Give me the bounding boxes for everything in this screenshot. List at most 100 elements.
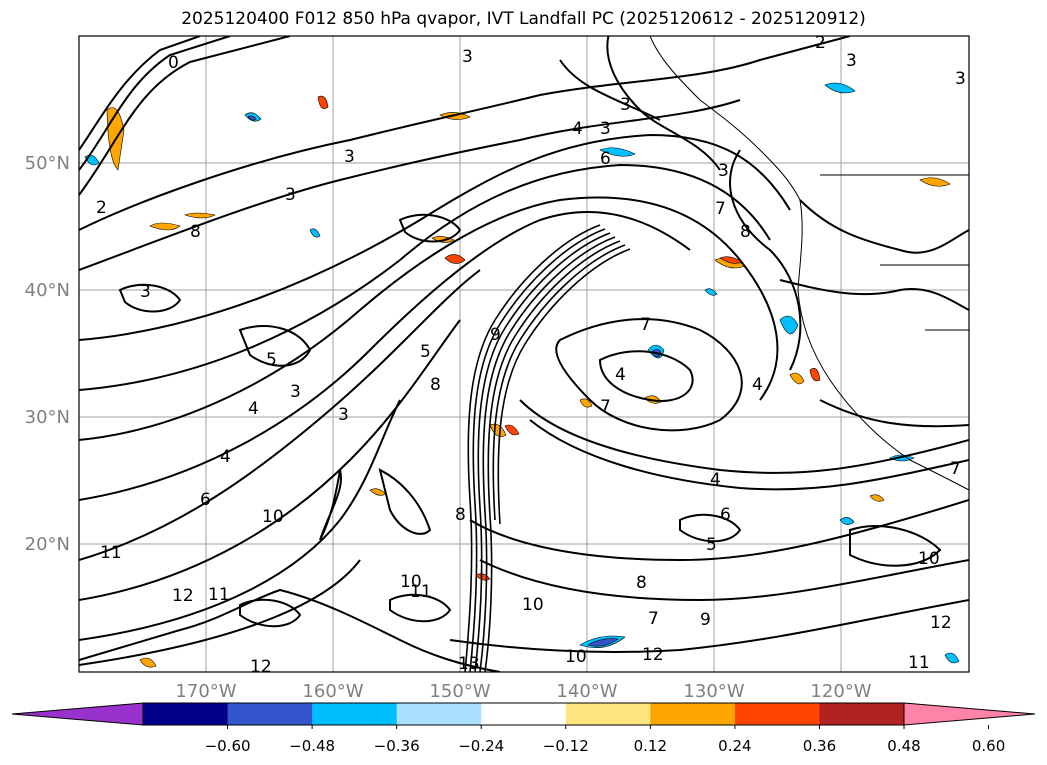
contour-line	[729, 149, 802, 371]
contour-label: 8	[636, 573, 647, 593]
contour-label: 3	[846, 51, 857, 71]
contour-line	[849, 525, 942, 567]
contour-label: 12	[250, 657, 272, 677]
contour-label: 3	[140, 282, 151, 302]
colorbar-segment	[650, 703, 736, 725]
contour-line	[389, 593, 452, 623]
negative-anomaly-patch	[779, 315, 799, 335]
moisture-gradient-band	[464, 224, 631, 672]
contour-line	[79, 588, 501, 672]
latitude-labels: 50°N 40°N 30°N 20°N	[25, 153, 70, 555]
contour-line	[479, 236, 616, 672]
contour-line	[79, 269, 481, 561]
contour-label: 4	[220, 447, 231, 467]
colorbar-tick-label: 0.12	[634, 737, 667, 755]
contour-line	[469, 228, 606, 672]
contour-line	[464, 224, 601, 672]
contour-label: 7	[950, 459, 961, 479]
contour-label: 7	[600, 397, 611, 417]
contour-label: 8	[430, 375, 441, 395]
positive-anomaly-patch	[869, 494, 885, 502]
contour-label: 7	[715, 199, 726, 219]
colorbar-segment	[143, 703, 229, 725]
colorbar-extend-low	[11, 702, 144, 726]
contour-line	[79, 36, 231, 171]
contour-line	[79, 211, 691, 501]
colorbar-segment	[481, 703, 567, 725]
contour-label: 6	[720, 505, 731, 525]
positive-anomaly-patch	[504, 424, 520, 436]
contour-label: 11	[410, 582, 432, 602]
colorbar-tick-label: 0.24	[718, 737, 751, 755]
contour-label: 5	[706, 535, 717, 555]
negative-anomaly-patch	[309, 228, 321, 238]
contour-line	[118, 283, 182, 313]
coastline	[649, 36, 969, 491]
contour-labels: 3 3 2 3 0 2 3 3 4 3 6 3 7 3 8 8 3 5 3 5 …	[96, 33, 966, 677]
contour-label: 3	[620, 95, 631, 115]
contour-line	[799, 199, 969, 254]
contour-label: 3	[462, 47, 473, 67]
colorbar-segment	[734, 703, 820, 725]
positive-anomaly-patch	[789, 372, 805, 385]
contour-line	[449, 599, 969, 653]
lon-label-150w: 150°W	[429, 681, 490, 702]
contour-label: 5	[266, 350, 277, 370]
contour-line	[79, 559, 361, 666]
contour-line	[529, 419, 969, 491]
negative-anomaly-patch	[587, 638, 619, 647]
colorbar-tick-label: −0.24	[458, 737, 504, 755]
contour-line	[819, 399, 969, 428]
colorbar-segment	[396, 703, 482, 725]
colorbar-frame	[142, 702, 905, 726]
contour-label: 2	[96, 198, 107, 218]
contour-label: 11	[208, 585, 230, 605]
contour-label: 4	[710, 470, 721, 490]
lon-label-140w: 140°W	[556, 681, 617, 702]
positive-anomaly-patch	[919, 177, 951, 187]
lat-label-50n: 50°N	[25, 153, 70, 174]
colorbar-segment	[565, 703, 651, 725]
contour-line	[79, 36, 291, 196]
lat-label-20n: 20°N	[25, 534, 70, 555]
negative-anomaly-patch	[599, 147, 636, 157]
contour-line	[79, 36, 851, 231]
contour-line	[79, 196, 779, 441]
negative-anomaly-patch	[944, 652, 960, 664]
contour-line	[559, 59, 661, 121]
contour-label: 7	[640, 315, 651, 335]
contour-label: 4	[752, 375, 763, 395]
colorbar: −0.60 −0.48 −0.36 −0.24 −0.12 0.12 0.24 0.36 0.4…	[11, 702, 1036, 755]
contour-label: 12	[930, 613, 952, 633]
colorbar-tick-label: 0.36	[803, 737, 836, 755]
colorbar-segment	[819, 703, 905, 725]
contour-line	[239, 598, 302, 628]
contour-label: 8	[190, 222, 201, 242]
map-background	[79, 36, 969, 672]
contour-label: 3	[344, 147, 355, 167]
contour-label: 5	[420, 342, 431, 362]
contour-label: 10	[565, 647, 587, 667]
contour-line	[779, 279, 969, 311]
contour-label: 0	[168, 53, 179, 73]
contour-label: 4	[572, 119, 583, 139]
contour-line	[319, 469, 342, 541]
moisture-contours	[79, 36, 969, 672]
contour-line	[519, 399, 969, 474]
colorbar-extend-high	[903, 702, 1036, 726]
positive-anomaly-patch	[317, 95, 329, 109]
contour-line	[474, 232, 611, 672]
contour-line	[598, 350, 694, 402]
contour-label: 7	[648, 609, 659, 629]
contour-label: 6	[200, 490, 211, 510]
coastlines	[649, 36, 969, 491]
contour-line	[555, 318, 743, 432]
contour-label: 3	[285, 185, 296, 205]
contour-label: 3	[955, 69, 966, 89]
contour-line	[679, 513, 742, 543]
contour-label: 11	[908, 653, 930, 673]
negative-anomaly-patch	[824, 82, 856, 94]
longitude-labels: 170°W 160°W 150°W 140°W 130°W 120°W	[175, 681, 871, 702]
contour-line	[398, 213, 462, 243]
contour-label: 13	[458, 654, 480, 674]
